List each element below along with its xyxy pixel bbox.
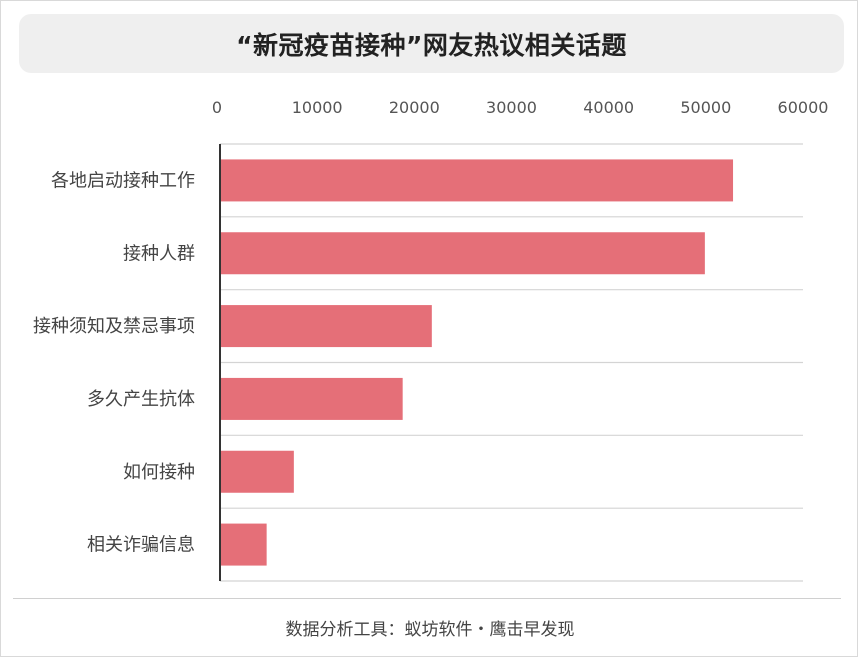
category-label: 接种须知及禁忌事项: [33, 316, 195, 337]
x-tick-label: 20000: [389, 98, 440, 117]
title-banner: “新冠疫苗接种”网友热议相关话题: [19, 14, 844, 73]
x-tick-label: 50000: [680, 98, 731, 117]
footer-divider: [13, 598, 841, 599]
bar-1: [220, 159, 734, 202]
chart-title: “新冠疫苗接种”网友热议相关话题: [236, 30, 627, 60]
category-label: 相关诈骗信息: [87, 535, 195, 556]
x-tick-label: 60000: [778, 98, 829, 117]
category-label: 如何接种: [123, 462, 195, 483]
bar-3: [220, 305, 432, 348]
category-label: 多久产生抗体: [87, 389, 195, 410]
source-footer: 数据分析工具：蚁坊软件・鹰击早发现: [285, 620, 575, 640]
category-label: 各地启动接种工作: [51, 170, 195, 191]
bar-2: [220, 232, 705, 275]
category-label: 接种人群: [123, 243, 195, 264]
bar-5: [220, 450, 294, 493]
bar-6: [220, 523, 267, 566]
bar-4: [220, 377, 403, 420]
x-tick-label: 40000: [583, 98, 634, 117]
x-tick-label: 0: [212, 98, 222, 117]
x-tick-label: 30000: [486, 98, 537, 117]
x-tick-label: 10000: [292, 98, 343, 117]
bar-chart: 0 10000 20000 30000 40000 50000 60000 各地启动接种工作接…: [33, 98, 829, 582]
